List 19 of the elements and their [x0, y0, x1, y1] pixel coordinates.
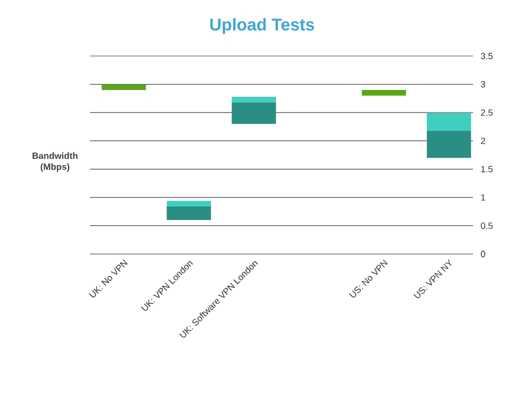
bar [166, 206, 211, 220]
y-tick-label: 1.5 [481, 166, 493, 172]
chart-title: Upload Tests [210, 18, 314, 34]
bar [426, 112, 472, 131]
y-tick-label: 2.5 [480, 109, 493, 116]
y-axis-title: Bandwidth (Mbps) [32, 152, 78, 172]
bar [166, 200, 211, 206]
bar [362, 90, 406, 96]
x-tick-label: UK: No VPN [88, 260, 128, 298]
bar [232, 102, 276, 124]
bar [102, 84, 146, 90]
bar [232, 96, 276, 102]
y-tick-label: 1 [481, 194, 486, 201]
y-tick-label: 3.5 [480, 52, 493, 60]
y-tick-label: 0 [480, 250, 486, 258]
bar [426, 130, 472, 158]
y-tick-label: 0.5 [480, 222, 493, 229]
y-tick-label: 2 [480, 138, 486, 144]
y-tick-label: 3 [480, 81, 486, 88]
